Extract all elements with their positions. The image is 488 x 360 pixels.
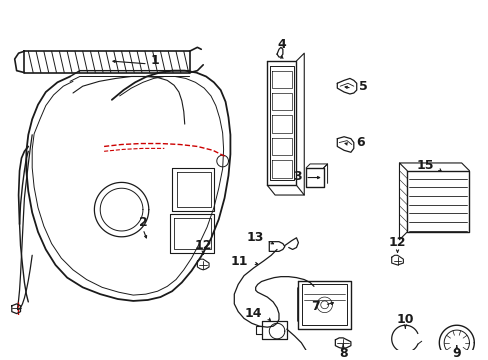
Text: 13: 13 [245,231,263,244]
Text: 4: 4 [277,38,285,51]
Text: 3: 3 [292,170,301,183]
Text: 12: 12 [194,239,211,252]
Text: 7: 7 [310,300,319,313]
Text: 2: 2 [138,216,147,229]
Text: 8: 8 [338,347,347,360]
Text: 15: 15 [416,159,433,172]
Text: 11: 11 [230,255,247,267]
Text: 9: 9 [451,347,460,360]
Text: 14: 14 [244,307,262,320]
Text: 5: 5 [358,80,366,93]
Text: 6: 6 [356,136,365,149]
Text: 12: 12 [388,236,406,249]
Text: 1: 1 [150,54,159,67]
Text: 10: 10 [396,313,413,326]
